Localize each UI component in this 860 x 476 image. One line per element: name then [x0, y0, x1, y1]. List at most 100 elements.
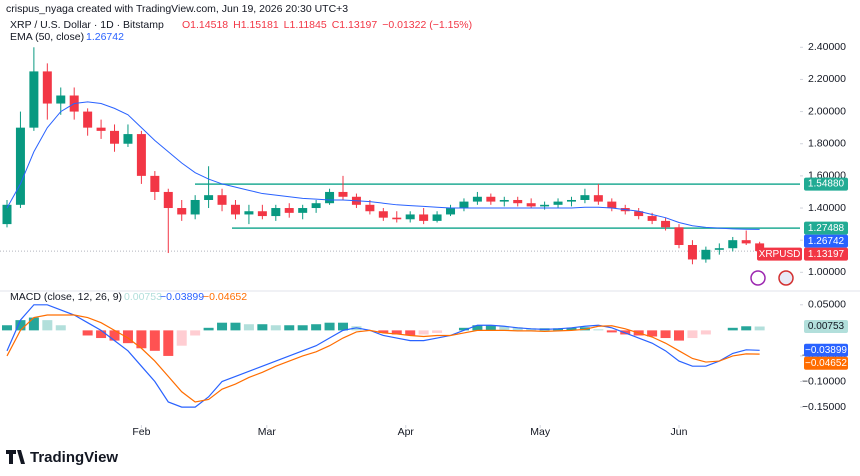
price-label-box [804, 247, 848, 261]
candle-body [446, 208, 456, 215]
candle-body [499, 199, 509, 202]
price-label-text: 1.26742 [808, 236, 845, 247]
candle-body [432, 214, 442, 221]
histogram-bar [512, 327, 523, 331]
y-tick-label: −0.10000 [802, 375, 846, 387]
macd-line-legend: −0.03899 [160, 291, 204, 303]
ohlc-value: C1.13197 [332, 19, 378, 31]
price-label: 1.27488 [804, 221, 848, 235]
candle-body [728, 240, 738, 249]
macd-hist-legend: 0.00753 [124, 291, 162, 303]
candle-body [257, 211, 267, 217]
histogram-bar [418, 330, 429, 335]
candle-body [311, 203, 321, 209]
y-tick-label: 2.00000 [808, 105, 846, 117]
histogram-bar [82, 330, 93, 336]
series-line [6, 304, 760, 408]
candle-body [687, 244, 697, 260]
y-tick-label: 1.00000 [808, 266, 846, 278]
symbol-box [757, 247, 802, 261]
candle-body [647, 216, 657, 221]
candle-body [405, 214, 415, 220]
price-label: 1.26742 [804, 234, 848, 248]
histogram-bar [230, 322, 241, 331]
candle-body [96, 127, 106, 131]
price-label: 1.13197 XRPUSD [757, 247, 848, 261]
x-tick-label: Feb [132, 426, 150, 438]
candle-body [163, 191, 173, 209]
candle-body [459, 201, 469, 209]
candle-body [150, 175, 160, 192]
candle-body [177, 208, 187, 215]
candle-body [204, 195, 214, 200]
candle-body [56, 95, 66, 104]
ema-legend-value: 1.26742 [86, 31, 124, 43]
series-line [6, 314, 760, 403]
price-label-box [804, 343, 848, 357]
ohlc-value: L1.11845 [284, 19, 327, 31]
price-label-text: −0.03899 [805, 345, 847, 356]
candle-body [123, 134, 133, 144]
histogram-bar [28, 317, 39, 331]
histogram-bar [660, 330, 671, 339]
candle-body [526, 203, 536, 207]
price-label-text: 1.54880 [808, 179, 845, 190]
candle-body [284, 208, 294, 213]
histogram-bar [727, 327, 738, 331]
x-tick-label: Jun [671, 426, 688, 438]
candle-body [634, 211, 644, 217]
candle-body [190, 199, 200, 215]
candle-body [15, 127, 25, 205]
histogram-bar [499, 326, 510, 331]
price-label-box [804, 356, 848, 370]
histogram-bar [485, 325, 496, 331]
macd-signal-legend: −0.04652 [203, 291, 247, 303]
price-label: −0.03899 [804, 343, 848, 357]
histogram-bar [122, 330, 133, 344]
y-tick-label: 0.05000 [808, 299, 846, 311]
histogram-bar [741, 326, 752, 331]
histogram-bar [176, 330, 187, 346]
x-tick-label: May [530, 426, 551, 438]
brand: TradingView [30, 449, 118, 466]
candle-body [553, 201, 563, 205]
price-label-text: 1.27488 [808, 223, 845, 234]
series-line [6, 101, 760, 230]
macd-title: MACD (close, 12, 26, 9) [10, 291, 122, 303]
histogram-bar [324, 322, 335, 331]
candle-body [271, 208, 281, 217]
histogram-bar [297, 325, 308, 331]
histogram-bar [405, 330, 416, 336]
candle-body [29, 71, 39, 128]
histogram-bar [190, 330, 201, 336]
histogram-bar [754, 326, 765, 331]
histogram-bar [647, 330, 658, 337]
histogram-bar [606, 330, 617, 333]
histogram-bar [55, 325, 66, 331]
price-label-box [804, 177, 848, 191]
price-label-text: −0.04652 [805, 358, 847, 369]
candle-body [365, 204, 375, 212]
histogram-bar [203, 327, 214, 331]
symbol-text: XRPUSD [759, 249, 801, 260]
candle-body [110, 130, 120, 144]
price-label: −0.04652 [804, 356, 848, 370]
histogram-bar [15, 320, 26, 331]
candle-body [755, 243, 765, 252]
y-tick-label: 2.20000 [808, 73, 846, 85]
histogram-bar [378, 330, 389, 333]
ohlc-value: O1.14518 [182, 19, 228, 31]
price-label: 1.54880 [804, 177, 848, 191]
histogram-bar [472, 325, 483, 331]
histogram-bar [311, 324, 322, 331]
candle-body [217, 195, 227, 205]
histogram-bar [136, 330, 147, 349]
histogram-bar [566, 327, 577, 331]
histogram-bar [257, 324, 268, 331]
histogram-bar [109, 330, 120, 341]
y-tick-label: 1.80000 [808, 138, 846, 150]
histogram-bar [687, 330, 698, 339]
price-label-text: 1.13197 [808, 249, 845, 260]
price-label: 0.00753 [804, 320, 848, 334]
